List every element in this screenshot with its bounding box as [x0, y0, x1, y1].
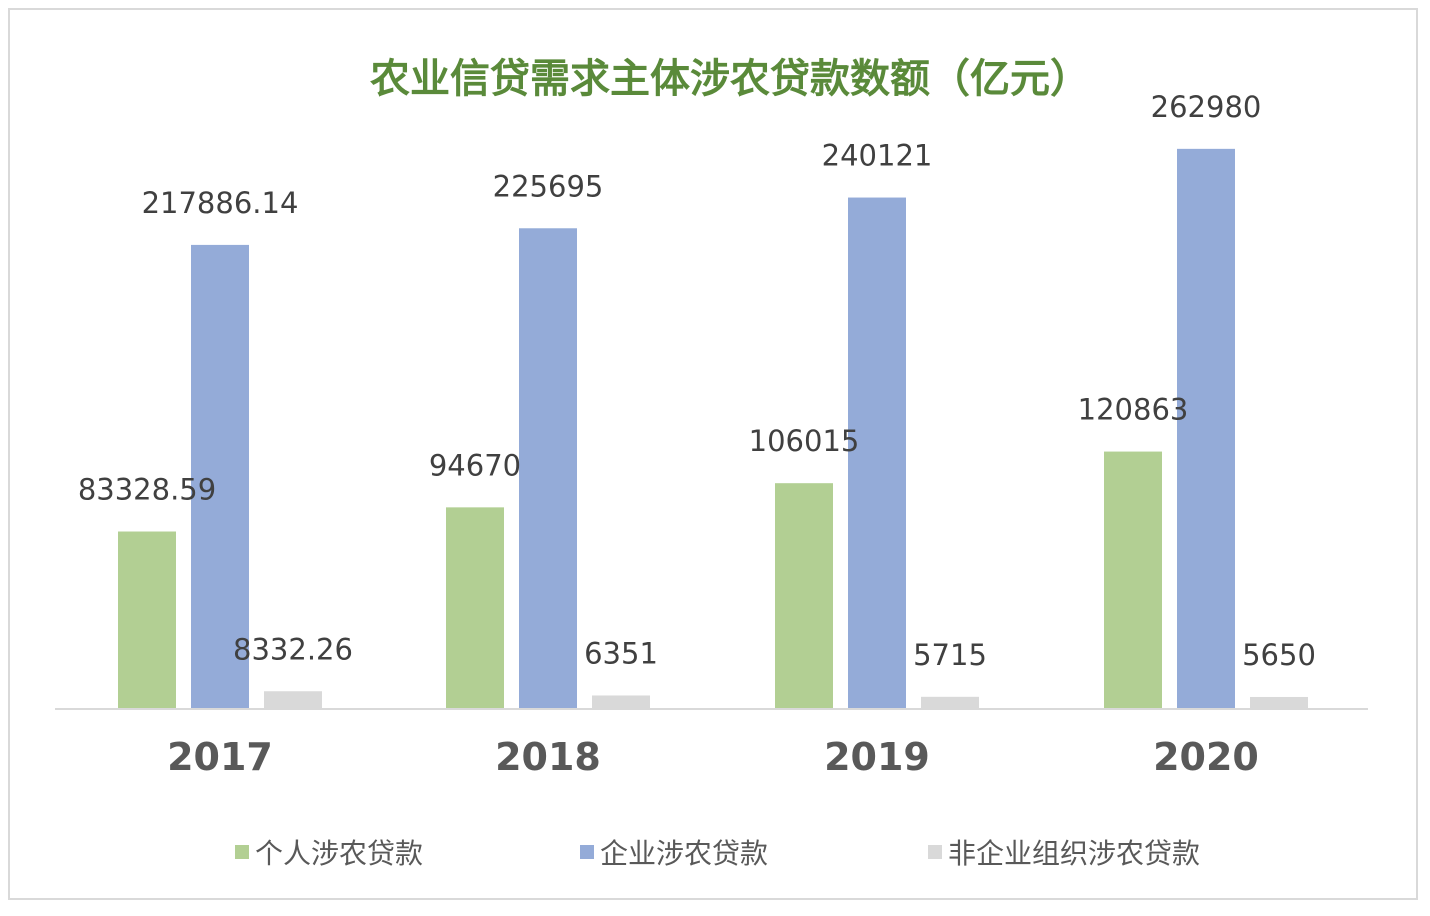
value-label-2017-series-2: 8332.26	[233, 632, 353, 666]
value-label-2018-series-0: 94670	[429, 448, 521, 482]
value-label-2018-series-1: 225695	[493, 169, 604, 203]
value-label-2020-series-1: 262980	[1151, 90, 1262, 124]
bar-2017-series-0	[118, 531, 176, 709]
legend-swatch-1	[580, 845, 594, 859]
bar-2017-series-2	[264, 691, 322, 709]
bar-2020-series-1	[1177, 148, 1235, 709]
value-label-2020-series-0: 120863	[1078, 393, 1189, 427]
bar-2018-series-2	[592, 695, 650, 709]
bar-2018-series-0	[446, 507, 504, 709]
bar-2017-series-1	[191, 244, 249, 709]
bars-group	[118, 148, 1308, 709]
legend-swatch-0	[235, 845, 249, 859]
legend-label-1: 企业涉农贷款	[600, 837, 769, 870]
value-label-2019-series-2: 5715	[913, 638, 987, 672]
value-label-2017-series-1: 217886.14	[142, 186, 299, 220]
category-label-2020: 2020	[1153, 735, 1259, 779]
value-label-2019-series-1: 240121	[822, 139, 933, 173]
category-label-2019: 2019	[824, 735, 930, 779]
legend-label-0: 个人涉农贷款	[255, 837, 424, 870]
legend-item-2: 非企业组织涉农贷款	[928, 830, 1200, 874]
bar-2019-series-2	[921, 696, 979, 709]
chart-title: 农业信贷需求主体涉农贷款数额（亿元）	[370, 56, 1090, 102]
category-labels-group: 2017 2018 2019 2020	[167, 735, 1259, 779]
legend: 个人涉农贷款 企业涉农贷款 非企业组织涉农贷款	[0, 830, 1430, 874]
category-label-2017: 2017	[167, 735, 273, 779]
category-label-2018: 2018	[495, 735, 601, 779]
legend-item-1: 企业涉农贷款	[580, 830, 768, 874]
bar-2020-series-0	[1104, 451, 1162, 709]
bar-2019-series-1	[848, 197, 906, 709]
bar-2019-series-0	[775, 483, 833, 709]
value-labels-group: 83328.59 217886.14 8332.26 94670 225695 6351 1…	[78, 90, 1316, 672]
legend-swatch-2	[928, 845, 942, 859]
legend-label-2: 非企业组织涉农贷款	[948, 837, 1201, 870]
value-label-2018-series-2: 6351	[584, 636, 658, 670]
bar-2020-series-2	[1250, 696, 1308, 709]
value-label-2020-series-2: 5650	[1242, 638, 1316, 672]
value-label-2019-series-0: 106015	[749, 424, 860, 458]
value-label-2017-series-0: 83328.59	[78, 473, 216, 507]
bar-2018-series-1	[519, 228, 577, 709]
legend-item-0: 个人涉农贷款	[235, 830, 423, 874]
